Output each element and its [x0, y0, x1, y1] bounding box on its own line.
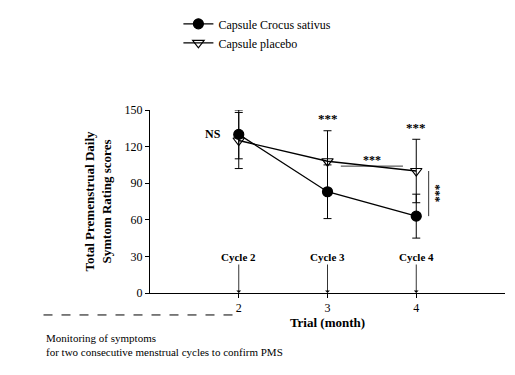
svg-text:60: 60: [131, 213, 143, 227]
svg-text:NS: NS: [205, 127, 221, 141]
svg-text:***: ***: [406, 120, 426, 135]
svg-text:Capsule placebo: Capsule placebo: [218, 37, 297, 51]
svg-text:150: 150: [125, 103, 143, 117]
svg-text:Total Premenstrual DailySymtom: Total Premenstrual DailySymtom Rating sc…: [82, 131, 114, 272]
svg-text:Cycle 3: Cycle 3: [310, 251, 345, 263]
svg-text:120: 120: [125, 140, 143, 154]
svg-text:Trial (month): Trial (month): [290, 315, 365, 330]
svg-text:4: 4: [413, 301, 419, 315]
svg-text:Capsule Crocus sativus: Capsule Crocus sativus: [218, 18, 330, 32]
svg-text:Monitoring of symptomsfor two: Monitoring of symptomsfor two consecutiv…: [46, 332, 283, 358]
svg-text:Cycle 4: Cycle 4: [399, 251, 434, 263]
svg-text:0: 0: [137, 286, 143, 300]
svg-text:2: 2: [236, 301, 242, 315]
svg-text:90: 90: [131, 176, 143, 190]
svg-text:***: ***: [432, 184, 446, 202]
svg-text:***: ***: [318, 111, 338, 126]
svg-text:***: ***: [363, 153, 381, 167]
svg-text:3: 3: [325, 301, 331, 315]
svg-text:30: 30: [131, 250, 143, 264]
svg-text:Cycle 2: Cycle 2: [221, 251, 256, 263]
